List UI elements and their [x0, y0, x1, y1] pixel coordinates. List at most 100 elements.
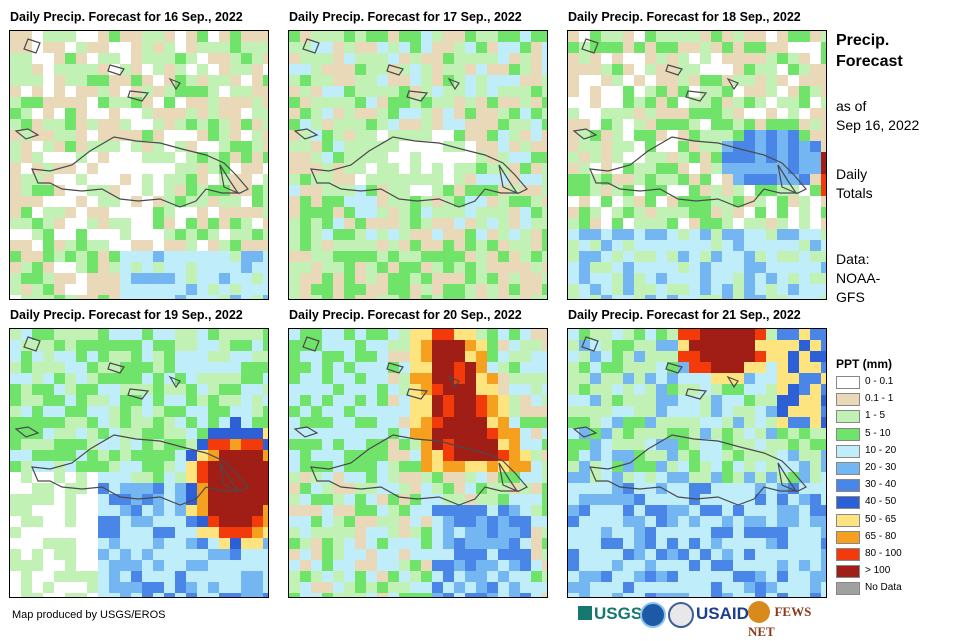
precip-cell — [21, 273, 33, 285]
precip-cell — [722, 494, 734, 506]
precip-cell — [509, 538, 521, 550]
precip-cell — [612, 64, 624, 76]
coastline-path — [665, 64, 683, 76]
precip-cell — [634, 229, 646, 241]
precip-cell — [32, 196, 44, 208]
precip-cell — [799, 571, 811, 583]
precip-cell — [219, 42, 231, 54]
precip-cell — [300, 273, 312, 285]
precip-cell — [788, 417, 800, 429]
precip-cell — [590, 560, 602, 572]
precip-cell — [186, 86, 198, 98]
precip-cell — [241, 417, 253, 429]
precip-cell — [678, 163, 690, 175]
precip-cell — [601, 218, 613, 230]
precip-cell — [531, 185, 543, 197]
precip-cell — [98, 461, 110, 473]
precip-cell — [711, 538, 723, 550]
precip-cell — [65, 75, 77, 87]
precip-cell — [711, 141, 723, 153]
precip-cell — [476, 472, 488, 484]
precip-cell — [421, 240, 433, 252]
precip-cell — [322, 450, 334, 462]
precip-cell — [799, 362, 811, 374]
precip-cell — [579, 75, 591, 87]
precip-cell — [43, 207, 55, 219]
precip-cell — [623, 472, 635, 484]
precip-cell — [131, 329, 143, 341]
precip-cell — [98, 174, 110, 186]
precip-cell — [777, 373, 789, 385]
precip-cell — [219, 273, 231, 285]
precip-cell — [186, 395, 198, 407]
precip-cell — [432, 461, 444, 473]
precip-cell — [810, 130, 822, 142]
precip-cell — [241, 373, 253, 385]
precip-cell — [131, 141, 143, 153]
precip-cell — [711, 494, 723, 506]
precip-cell — [755, 262, 767, 274]
data-source-line1: Data: — [836, 251, 870, 267]
precip-cell — [645, 406, 657, 418]
precip-cell — [300, 152, 312, 164]
precip-cell — [208, 251, 220, 263]
precip-cell — [65, 251, 77, 263]
precip-cell — [678, 207, 690, 219]
precip-cell — [667, 329, 679, 341]
precip-cell — [410, 42, 422, 54]
precip-cell — [241, 450, 253, 462]
precip-cell — [109, 417, 121, 429]
precip-cell — [689, 141, 701, 153]
precip-cell — [542, 295, 547, 299]
precip-cell — [76, 130, 88, 142]
precip-cell — [344, 340, 356, 352]
precip-cell — [788, 373, 800, 385]
precip-cell — [678, 538, 690, 550]
precip-cell — [344, 516, 356, 528]
precip-cell — [689, 196, 701, 208]
precip-cell — [219, 251, 231, 263]
precip-cell — [755, 439, 767, 451]
precip-cell — [498, 384, 510, 396]
usaid-logo: USAID — [696, 604, 749, 623]
precip-cell — [289, 251, 301, 263]
precip-cell — [678, 340, 690, 352]
precip-cell — [87, 373, 99, 385]
precip-cell — [219, 86, 231, 98]
precip-cell — [777, 406, 789, 418]
map-panel-sep17[interactable] — [288, 30, 548, 300]
precip-cell — [263, 163, 268, 175]
map-panel-sep21[interactable] — [567, 328, 827, 598]
precip-cell — [98, 340, 110, 352]
precip-cell — [755, 450, 767, 462]
precip-cell — [43, 340, 55, 352]
map-panel-sep16[interactable] — [9, 30, 269, 300]
precip-cell — [432, 362, 444, 374]
precip-cell — [744, 505, 756, 517]
precip-cell — [711, 53, 723, 65]
precip-cell — [678, 395, 690, 407]
map-panel-sep18[interactable] — [567, 30, 827, 300]
precip-cell — [667, 42, 679, 54]
precip-cell — [520, 75, 532, 87]
precip-cell — [219, 262, 231, 274]
precip-cell — [153, 130, 165, 142]
precip-cell — [230, 284, 242, 296]
map-panel-sep20[interactable] — [288, 328, 548, 598]
precip-cell — [766, 461, 778, 473]
precip-cell — [788, 53, 800, 65]
precip-cell — [821, 130, 826, 142]
precip-cell — [32, 53, 44, 65]
precip-cell — [54, 571, 66, 583]
precip-cell — [10, 439, 22, 451]
precip-cell — [142, 571, 154, 583]
precip-cell — [498, 439, 510, 451]
precip-cell — [230, 42, 242, 54]
precip-cell — [333, 450, 345, 462]
precip-cell — [164, 240, 176, 252]
map-panel-sep19[interactable] — [9, 328, 269, 598]
precip-cell — [241, 251, 253, 263]
precip-cell — [531, 384, 543, 396]
precip-cell — [399, 417, 411, 429]
precip-cell — [322, 130, 334, 142]
